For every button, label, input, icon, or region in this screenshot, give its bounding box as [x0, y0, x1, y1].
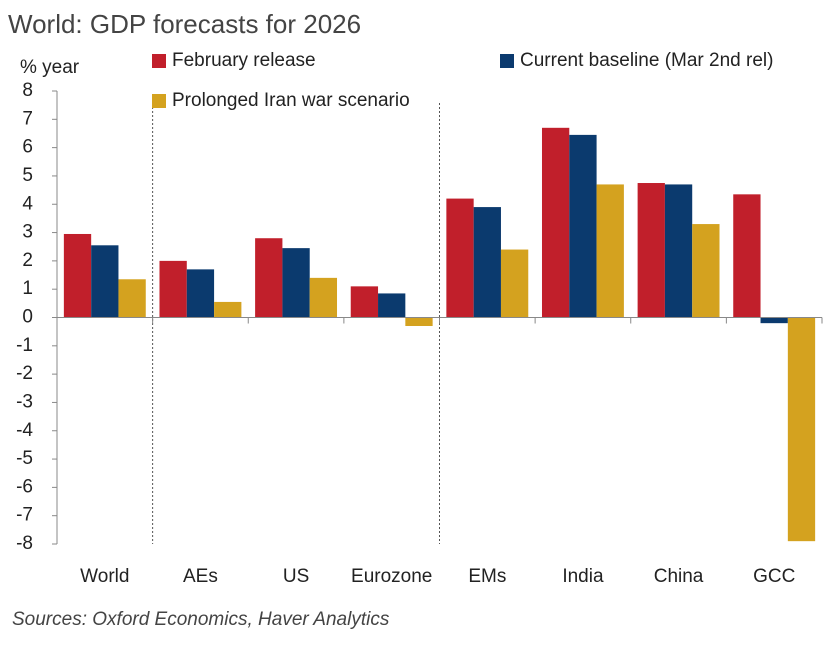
- chart-title: World: GDP forecasts for 2026: [8, 9, 361, 39]
- y-tick-label: 8: [22, 80, 33, 101]
- bar: [446, 198, 474, 318]
- y-tick-label: -3: [16, 391, 33, 412]
- bar: [787, 317, 816, 542]
- bar: [569, 134, 597, 318]
- bar: [309, 277, 338, 318]
- y-tick-label: -7: [16, 505, 33, 526]
- x-tick-label: India: [562, 566, 604, 587]
- x-tick-label: US: [283, 566, 309, 587]
- bar: [405, 317, 433, 326]
- x-tick-label: China: [654, 566, 704, 587]
- y-tick-label: 7: [22, 108, 33, 129]
- y-tick-label: -8: [16, 533, 33, 554]
- y-tick-label: 3: [22, 222, 33, 243]
- y-tick-label: -2: [16, 363, 33, 384]
- bar: [733, 194, 761, 318]
- y-tick-label: -1: [16, 335, 33, 356]
- bar: [118, 279, 146, 318]
- y-tick-label: -4: [16, 420, 33, 441]
- bar: [637, 183, 665, 318]
- y-axis-label: % year: [20, 57, 80, 78]
- y-tick-label: 6: [22, 137, 33, 158]
- y-tick-label: 2: [22, 250, 33, 271]
- legend-swatch: [152, 94, 166, 108]
- bar: [692, 224, 720, 318]
- bar: [378, 293, 406, 318]
- bar: [541, 127, 570, 318]
- legend-swatch: [152, 54, 166, 68]
- bar: [500, 249, 529, 318]
- y-tick-label: 4: [22, 193, 33, 214]
- bar: [473, 207, 501, 318]
- bar: [760, 317, 788, 324]
- legend-label: Prolonged Iran war scenario: [172, 90, 410, 111]
- legend-label: February release: [172, 50, 316, 71]
- bar: [159, 260, 187, 318]
- x-tick-label: World: [80, 566, 129, 587]
- bar: [664, 184, 693, 318]
- x-tick-label: Eurozone: [351, 566, 432, 587]
- x-tick-label: EMs: [468, 566, 506, 587]
- bar: [282, 248, 310, 318]
- legend-label: Current baseline (Mar 2nd rel): [520, 50, 773, 71]
- bar: [186, 269, 215, 318]
- legend-swatch: [500, 54, 514, 68]
- y-tick-label: -5: [16, 448, 33, 469]
- y-tick-label: 1: [22, 278, 33, 299]
- x-tick-label: AEs: [183, 566, 218, 587]
- bar: [596, 184, 624, 318]
- bar: [63, 233, 92, 318]
- source: Sources: Oxford Economics, Haver Analyti…: [12, 609, 390, 630]
- bar: [255, 238, 283, 318]
- y-tick-label: 0: [22, 307, 33, 328]
- bar: [350, 286, 379, 318]
- x-tick-label: GCC: [753, 566, 795, 587]
- y-tick-label: -6: [16, 476, 33, 497]
- bar: [214, 301, 242, 318]
- y-tick-label: 5: [22, 165, 33, 186]
- bar: [91, 245, 119, 318]
